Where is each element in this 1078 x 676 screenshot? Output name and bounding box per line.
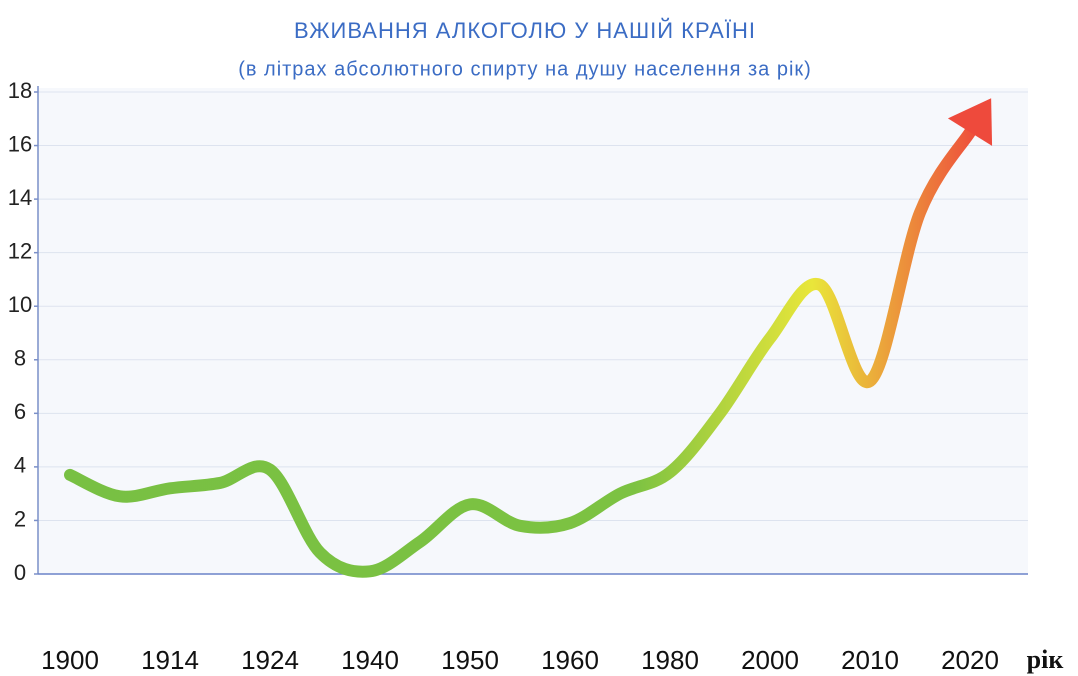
x-tick-label: 1900 bbox=[41, 645, 99, 675]
x-tick-label: 1980 bbox=[641, 645, 699, 675]
x-tick-label: 1960 bbox=[541, 645, 599, 675]
y-tick-label: 14 bbox=[8, 185, 32, 210]
x-tick-label: 1914 bbox=[141, 645, 199, 675]
x-tick-label: 1940 bbox=[341, 645, 399, 675]
chart-title: ВЖИВАННЯ АЛКОГОЛЮ У НАШІЙ КРАЇНІ bbox=[294, 18, 756, 43]
y-tick-label: 4 bbox=[14, 453, 26, 478]
y-tick-label: 12 bbox=[8, 238, 32, 263]
plot-area bbox=[38, 88, 1028, 574]
y-tick-label: 10 bbox=[8, 292, 32, 317]
y-tick-label: 16 bbox=[8, 131, 32, 156]
x-tick-label: 2010 bbox=[841, 645, 899, 675]
chart: ВЖИВАННЯ АЛКОГОЛЮ У НАШІЙ КРАЇНІ (в літр… bbox=[0, 0, 1078, 676]
y-tick-label: 0 bbox=[14, 560, 26, 585]
y-tick-label: 6 bbox=[14, 399, 26, 424]
y-tick-label: 2 bbox=[14, 506, 26, 531]
x-tick-label: 2020 bbox=[941, 645, 999, 675]
x-axis-label: рік bbox=[1027, 645, 1064, 674]
chart-subtitle: (в літрах абсолютного спирту на душу нас… bbox=[238, 58, 812, 80]
y-tick-label: 8 bbox=[14, 346, 26, 371]
y-tick-label: 18 bbox=[8, 78, 32, 103]
x-tick-label: 1950 bbox=[441, 645, 499, 675]
x-tick-label: 1924 bbox=[241, 645, 299, 675]
x-tick-label: 2000 bbox=[741, 645, 799, 675]
